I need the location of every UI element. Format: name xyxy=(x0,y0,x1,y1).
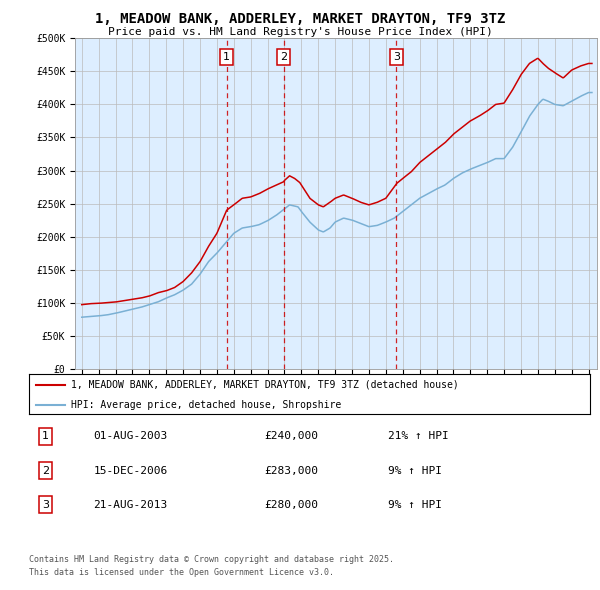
Text: £240,000: £240,000 xyxy=(265,431,319,441)
Text: 3: 3 xyxy=(42,500,49,510)
Text: 01-AUG-2003: 01-AUG-2003 xyxy=(94,431,167,441)
Text: 1: 1 xyxy=(223,52,230,62)
Text: 3: 3 xyxy=(393,52,400,62)
Text: 21-AUG-2013: 21-AUG-2013 xyxy=(94,500,167,510)
Text: 1, MEADOW BANK, ADDERLEY, MARKET DRAYTON, TF9 3TZ (detached house): 1, MEADOW BANK, ADDERLEY, MARKET DRAYTON… xyxy=(71,380,458,390)
Text: Contains HM Land Registry data © Crown copyright and database right 2025.: Contains HM Land Registry data © Crown c… xyxy=(29,555,394,563)
Text: 15-DEC-2006: 15-DEC-2006 xyxy=(94,466,167,476)
Text: 1, MEADOW BANK, ADDERLEY, MARKET DRAYTON, TF9 3TZ: 1, MEADOW BANK, ADDERLEY, MARKET DRAYTON… xyxy=(95,12,505,26)
Text: 21% ↑ HPI: 21% ↑ HPI xyxy=(388,431,449,441)
Text: HPI: Average price, detached house, Shropshire: HPI: Average price, detached house, Shro… xyxy=(71,401,341,411)
Text: 2: 2 xyxy=(42,466,49,476)
Text: 2: 2 xyxy=(280,52,287,62)
Text: 9% ↑ HPI: 9% ↑ HPI xyxy=(388,500,442,510)
Text: 1: 1 xyxy=(42,431,49,441)
Text: This data is licensed under the Open Government Licence v3.0.: This data is licensed under the Open Gov… xyxy=(29,568,334,576)
Text: £283,000: £283,000 xyxy=(265,466,319,476)
Text: £280,000: £280,000 xyxy=(265,500,319,510)
Text: Price paid vs. HM Land Registry's House Price Index (HPI): Price paid vs. HM Land Registry's House … xyxy=(107,27,493,37)
Text: 9% ↑ HPI: 9% ↑ HPI xyxy=(388,466,442,476)
